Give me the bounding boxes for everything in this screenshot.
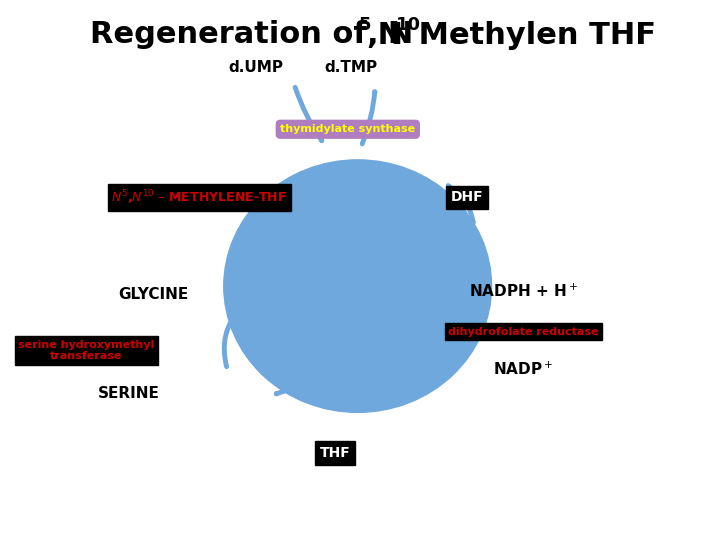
- Text: dihydrofolate reductase: dihydrofolate reductase: [448, 327, 598, 337]
- Text: Regeneration of  N: Regeneration of N: [90, 20, 413, 49]
- Text: 10: 10: [397, 16, 421, 35]
- Text: $N^5$,$N^{10}$ – METHYLENE-THF: $N^5$,$N^{10}$ – METHYLENE-THF: [112, 188, 287, 207]
- FancyArrowPatch shape: [248, 192, 264, 243]
- FancyArrowPatch shape: [224, 310, 240, 367]
- Text: DHF: DHF: [451, 191, 483, 205]
- Text: Methylen THF: Methylen THF: [408, 21, 656, 50]
- FancyArrowPatch shape: [362, 92, 375, 144]
- Text: ,N: ,N: [366, 21, 404, 50]
- FancyArrowPatch shape: [295, 87, 322, 140]
- FancyArrowPatch shape: [276, 387, 380, 406]
- Text: thymidylate synthase: thymidylate synthase: [280, 124, 415, 134]
- Text: THF: THF: [320, 446, 351, 460]
- Text: d.UMP: d.UMP: [228, 60, 283, 75]
- Text: SERINE: SERINE: [98, 386, 160, 401]
- Ellipse shape: [224, 160, 492, 413]
- Text: d.TMP: d.TMP: [324, 60, 377, 75]
- FancyArrowPatch shape: [452, 310, 474, 347]
- Text: NADP$^+$: NADP$^+$: [493, 361, 554, 378]
- FancyArrowPatch shape: [448, 186, 473, 222]
- Text: 5: 5: [359, 16, 372, 35]
- Text: GLYCINE: GLYCINE: [118, 287, 189, 302]
- Text: serine hydroxymethyl
transferase: serine hydroxymethyl transferase: [18, 340, 155, 361]
- Text: NADPH + H$^+$: NADPH + H$^+$: [469, 283, 578, 300]
